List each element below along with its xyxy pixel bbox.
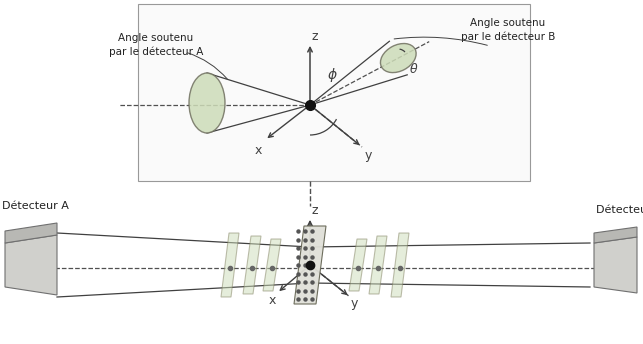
Polygon shape bbox=[263, 239, 281, 291]
Text: y: y bbox=[365, 149, 372, 161]
Polygon shape bbox=[391, 233, 409, 297]
Polygon shape bbox=[594, 227, 637, 243]
Polygon shape bbox=[5, 223, 57, 243]
Text: Angle soutenu
par le détecteur A: Angle soutenu par le détecteur A bbox=[109, 33, 203, 56]
Text: z: z bbox=[312, 31, 318, 43]
Polygon shape bbox=[369, 236, 387, 294]
Text: z: z bbox=[312, 204, 318, 217]
Polygon shape bbox=[243, 236, 261, 294]
Text: x: x bbox=[268, 294, 276, 308]
Text: Détecteur A: Détecteur A bbox=[2, 201, 69, 211]
Text: Détecteur B: Détecteur B bbox=[596, 205, 643, 215]
Text: x: x bbox=[255, 144, 262, 158]
Text: θ: θ bbox=[410, 63, 417, 76]
Polygon shape bbox=[594, 237, 637, 293]
Text: y: y bbox=[350, 297, 358, 310]
Polygon shape bbox=[221, 233, 239, 297]
Bar bbox=[138, 4, 530, 181]
Ellipse shape bbox=[381, 44, 416, 73]
Text: ϕ: ϕ bbox=[328, 68, 337, 82]
Ellipse shape bbox=[189, 73, 225, 133]
Polygon shape bbox=[294, 226, 326, 304]
Text: Angle soutenu
par le détecteur B: Angle soutenu par le détecteur B bbox=[461, 19, 555, 42]
Polygon shape bbox=[349, 239, 367, 291]
Polygon shape bbox=[5, 235, 57, 295]
